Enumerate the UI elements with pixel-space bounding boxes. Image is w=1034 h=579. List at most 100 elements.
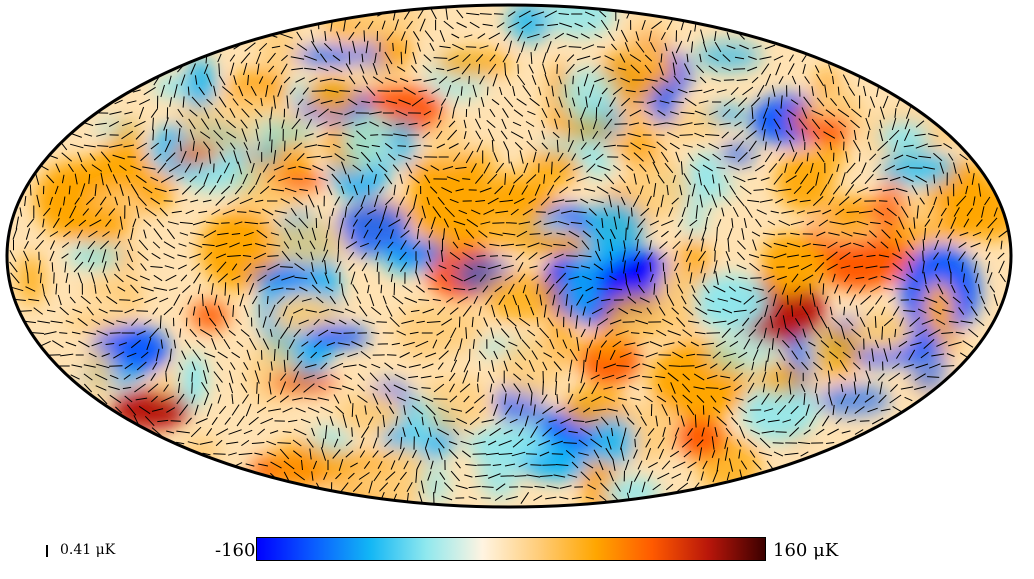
polarization-headline	[241, 372, 247, 382]
polarization-headline	[566, 265, 579, 269]
polarization-headline	[700, 260, 705, 274]
polarization-headline	[356, 144, 370, 148]
polarization-headline	[262, 163, 269, 173]
polarization-headline	[846, 162, 856, 174]
polarization-headline	[150, 373, 157, 381]
polarization-headline	[705, 297, 715, 303]
polarization-headline	[200, 131, 211, 139]
polarization-headline	[94, 373, 108, 381]
polarization-headline	[617, 67, 627, 71]
polarization-headline	[572, 165, 584, 171]
polarization-headline	[725, 404, 734, 416]
polarization-headline	[89, 219, 102, 227]
polarization-headline	[676, 317, 686, 327]
polarization-headline	[343, 332, 355, 334]
polarization-headline	[756, 418, 766, 424]
polarization-headline	[998, 230, 1008, 238]
polarization-headline	[723, 352, 737, 358]
polarization-headline	[586, 296, 599, 304]
polarization-headline	[860, 295, 872, 305]
polarization-headline	[893, 197, 899, 205]
polarization-headline	[170, 420, 181, 422]
polarization-headline	[412, 51, 417, 65]
polarization-headline	[753, 189, 764, 191]
polarization-headline	[489, 108, 496, 118]
polarization-headline	[215, 242, 228, 248]
polarization-headline	[680, 161, 683, 175]
polarization-headline	[486, 452, 499, 456]
polarization-headline	[724, 447, 729, 461]
polarization-headline	[144, 415, 155, 427]
polarization-headline	[343, 18, 347, 32]
polarization-headline	[677, 284, 684, 294]
polarization-headline	[567, 139, 574, 153]
polarization-headline	[946, 353, 955, 357]
polarization-headline	[293, 428, 307, 436]
polarization-headline	[503, 96, 514, 108]
polarization-headline	[669, 142, 680, 150]
polarization-headline	[811, 118, 821, 130]
polarization-headline	[522, 208, 533, 216]
polarization-headline	[304, 397, 317, 401]
polarization-headline	[831, 316, 843, 328]
polarization-headline	[835, 417, 842, 425]
polarization-headline	[87, 249, 95, 263]
polarization-headline	[761, 393, 770, 405]
polarization-headline	[443, 218, 449, 228]
polarization-headline	[150, 176, 159, 182]
polarization-headline	[237, 211, 247, 213]
polarization-headline	[724, 156, 736, 158]
polarization-headline	[390, 273, 393, 283]
temperature-blob	[466, 425, 545, 463]
polarization-headline	[291, 118, 301, 130]
polarization-headline	[993, 207, 998, 217]
polarization-headline	[580, 265, 591, 269]
polarization-headline	[853, 129, 857, 141]
polarization-headline	[88, 174, 91, 184]
polarization-headline	[346, 154, 359, 160]
polarization-headline	[100, 151, 111, 163]
polarization-headline	[453, 287, 466, 291]
polarization-headline	[873, 208, 885, 216]
polarization-headline	[476, 139, 484, 153]
polarization-headline	[635, 404, 642, 416]
polarization-headline	[477, 33, 486, 39]
polarization-headline	[772, 293, 777, 307]
polarization-headline	[67, 163, 74, 173]
polarization-headline	[940, 207, 947, 217]
temperature-blob	[694, 41, 762, 72]
polarization-headline	[113, 351, 125, 359]
polarization-headline	[101, 249, 107, 263]
polarization-headline	[981, 206, 985, 218]
polarization-headline	[288, 339, 295, 349]
temperature-blob	[67, 241, 122, 270]
polarization-headline	[578, 452, 589, 456]
polarization-headline	[328, 216, 331, 230]
polarization-headline	[87, 240, 96, 250]
polarization-headline	[760, 177, 770, 181]
polarization-headline	[410, 309, 420, 313]
polarization-headline	[869, 188, 882, 192]
polarization-headline	[898, 340, 908, 348]
polarization-headline	[144, 296, 158, 304]
polarization-headline	[310, 271, 318, 285]
polarization-headline	[588, 208, 597, 216]
polarization-headline	[115, 262, 120, 272]
polarization-headline	[866, 254, 876, 258]
polarization-headline	[637, 460, 643, 470]
polarization-headline	[348, 31, 355, 41]
polarization-headline	[889, 129, 900, 141]
polarization-headline	[49, 231, 59, 237]
temperature-blob	[395, 303, 458, 361]
polarization-headline	[630, 332, 640, 334]
polarization-headline	[580, 33, 590, 39]
polarization-headline	[566, 33, 579, 39]
polarization-headline	[266, 440, 277, 446]
polarization-headline	[858, 284, 866, 294]
polarization-headline	[688, 320, 700, 324]
polarization-headline	[803, 429, 811, 435]
polarization-headline	[291, 178, 303, 180]
polarization-headline	[706, 374, 718, 380]
polarization-headline	[338, 427, 341, 437]
polarization-headline	[468, 496, 478, 500]
